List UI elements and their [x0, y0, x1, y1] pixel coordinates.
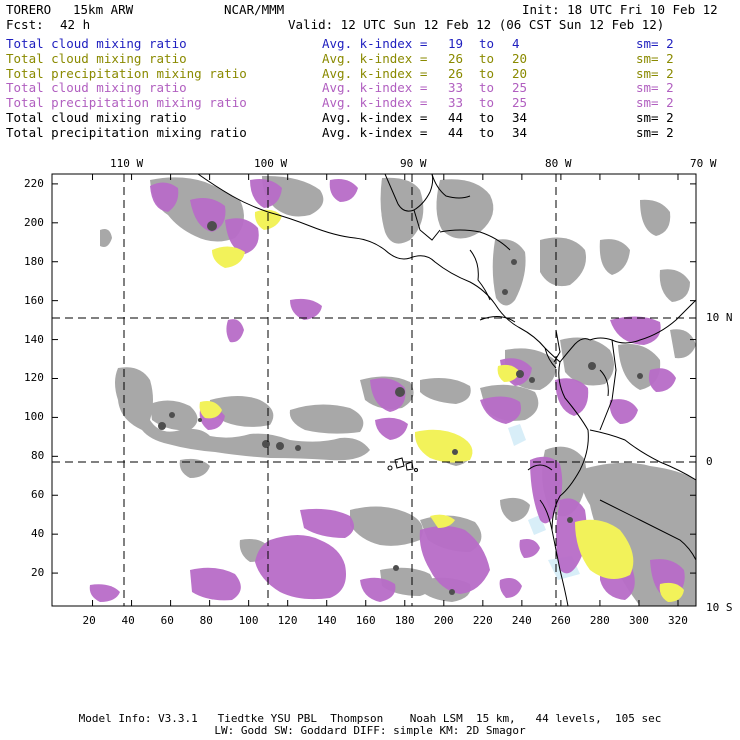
legend-k-start: 33 [448, 80, 464, 96]
legend-avg-label: Avg. k-index = [322, 95, 428, 111]
x-tick-label: 80 [199, 614, 213, 627]
legend-avg-label: Avg. k-index = [322, 110, 428, 125]
legend-smoothing: sm= 2 [636, 95, 674, 111]
legend-avg-label: Avg. k-index = [322, 65, 428, 81]
y-tick-label: 100 [24, 410, 44, 424]
lat-label-0: 0 [706, 455, 713, 468]
plot-frame [51, 173, 697, 607]
model-resolution: 15km ARW [73, 2, 134, 17]
y-tick-label: 80 [31, 449, 45, 463]
x-tick-label: 60 [160, 614, 174, 627]
legend-smoothing: sm= 2 [636, 50, 674, 66]
legend-to: to [479, 110, 495, 125]
x-tick-label: 100 [238, 614, 259, 627]
y-tick-label: 180 [24, 254, 44, 268]
legend-avg-label: Avg. k-index = [322, 80, 428, 96]
y-tick-label: 60 [31, 488, 45, 502]
legend-k-end: 34 [512, 124, 528, 140]
init-time: Init: 18 UTC Fri 10 Feb 12 [522, 2, 718, 17]
y-tick-label: 160 [24, 293, 44, 307]
y-tick-label: 200 [24, 215, 44, 229]
lon-label-70w: 70 W [690, 157, 717, 170]
legend-field: Total cloud mixing ratio [6, 110, 187, 125]
forecast-hours: 42 h [60, 17, 91, 32]
dark-cloud-cores [158, 221, 643, 595]
legend-field: Total cloud mixing ratio [6, 36, 187, 51]
legend-smoothing: sm= 2 [636, 65, 674, 81]
forecast-label: Fcst: [6, 17, 44, 32]
legend-smoothing: sm= 2 [636, 124, 674, 140]
legend-smoothing: sm= 2 [636, 36, 674, 51]
x-tick-marks [92, 174, 679, 606]
x-tick-label: 160 [355, 614, 376, 627]
x-tick-label: 40 [121, 614, 135, 627]
y-tick-label: 120 [24, 371, 44, 385]
lat-label-10n: 10 N [706, 311, 733, 324]
legend-k-start: 19 [448, 36, 464, 51]
legend-to: to [479, 65, 495, 81]
x-tick-label: 240 [511, 614, 532, 627]
x-tick-label: 20 [82, 614, 96, 627]
model-info-line2: LW: Godd SW: Goddard DIFF: simple KM: 2D… [214, 724, 526, 737]
legend-k-end: 4 [512, 36, 520, 51]
y-tick-label: 140 [24, 332, 44, 346]
legend-k-start: 26 [448, 65, 464, 81]
y-tick-label: 20 [31, 566, 45, 580]
legend-k-end: 20 [512, 50, 528, 66]
x-tick-label: 140 [316, 614, 337, 627]
lon-label-90w: 90 W [400, 157, 427, 170]
legend-field: Total cloud mixing ratio [6, 80, 187, 96]
y-tick-label: 220 [24, 176, 44, 190]
legend-k-start: 44 [448, 124, 464, 140]
graticule [52, 174, 696, 606]
legend-to: to [479, 95, 495, 111]
organization: NCAR/MMM [224, 2, 285, 17]
legend-k-end: 20 [512, 65, 528, 81]
legend-field: Total precipitation mixing ratio [6, 124, 247, 140]
model-name: TORERO [6, 2, 52, 17]
legend-smoothing: sm= 2 [636, 110, 674, 125]
y-tick-label: 40 [31, 527, 45, 541]
model-info-line1: Model Info: V3.3.1 Tiedtke YSU PBL Thomp… [78, 712, 662, 725]
lon-label-80w: 80 W [545, 157, 572, 170]
legend-k-end: 25 [512, 80, 528, 96]
legend-avg-label: Avg. k-index = [322, 36, 428, 51]
x-tick-label: 320 [667, 614, 688, 627]
x-tick-label: 300 [628, 614, 649, 627]
x-tick-label: 120 [277, 614, 298, 627]
legend-avg-label: Avg. k-index = [322, 50, 428, 66]
x-tick-label: 180 [394, 614, 415, 627]
legend-k-start: 33 [448, 95, 464, 111]
legend-field: Total precipitation mixing ratio [6, 95, 247, 111]
lon-label-100w: 100 W [254, 157, 288, 170]
legend-k-start: 44 [448, 110, 464, 125]
lon-label-110w: 110 W [110, 157, 144, 170]
legend-k-end: 34 [512, 110, 528, 125]
legend-smoothing: sm= 2 [636, 80, 674, 96]
legend-field: Total cloud mixing ratio [6, 50, 187, 66]
legend-field: Total precipitation mixing ratio [6, 65, 247, 81]
galapagos-islands [387, 457, 418, 472]
x-tick-label: 280 [589, 614, 610, 627]
legend-k-start: 26 [448, 50, 464, 66]
legend-to: to [479, 124, 495, 140]
legend-k-end: 25 [512, 95, 528, 111]
x-tick-label: 220 [472, 614, 493, 627]
y-tick-marks [52, 183, 696, 574]
lat-label-10s: 10 S [706, 601, 733, 614]
yellow-precip-field [199, 209, 684, 602]
legend-avg-label: Avg. k-index = [322, 124, 428, 140]
legend-to: to [479, 36, 495, 51]
legend-to: to [479, 80, 495, 96]
x-tick-label: 200 [433, 614, 454, 627]
legend-to: to [479, 50, 495, 66]
x-tick-label: 260 [550, 614, 571, 627]
valid-time: Valid: 12 UTC Sun 12 Feb 12 (06 CST Sun … [288, 17, 665, 32]
